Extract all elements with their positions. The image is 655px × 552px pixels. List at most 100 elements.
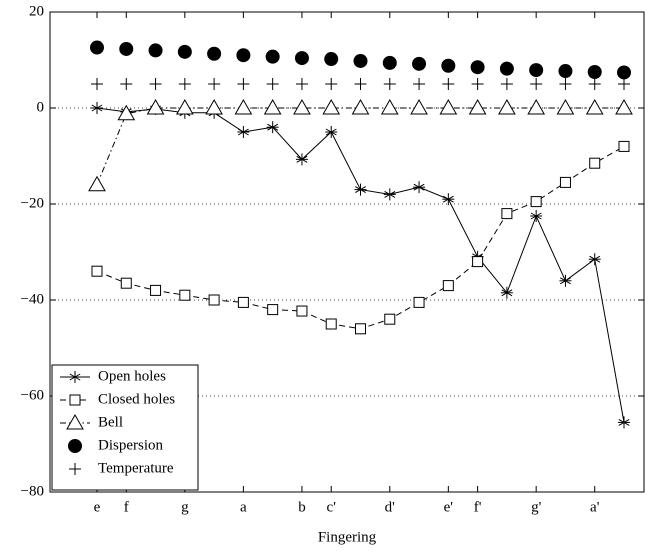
marker-plus xyxy=(618,78,630,90)
marker-triangle xyxy=(293,98,311,115)
y-tick-label: −40 xyxy=(21,291,44,307)
triangle xyxy=(322,98,341,115)
marker-triangle xyxy=(615,98,633,115)
triangle xyxy=(146,98,165,115)
triangle xyxy=(410,98,428,115)
triangle xyxy=(88,175,106,192)
dot xyxy=(441,58,456,73)
square xyxy=(589,157,601,169)
marker-circle xyxy=(236,48,251,63)
x-tick-label: c' xyxy=(327,499,337,515)
marker-square xyxy=(91,265,103,277)
marker-square xyxy=(384,313,396,325)
marker-plus xyxy=(325,78,338,90)
marker-square xyxy=(413,296,425,308)
marker-triangle xyxy=(234,98,253,115)
legend-label: Temperature xyxy=(98,460,174,476)
dot xyxy=(470,60,485,75)
marker-plus xyxy=(354,78,367,90)
plot-frame xyxy=(49,11,645,493)
marker-triangle xyxy=(263,98,282,115)
triangle xyxy=(205,98,223,115)
y-tick-label: −80 xyxy=(21,483,44,499)
square xyxy=(150,284,162,296)
marker-plus xyxy=(69,463,81,475)
x-tick-label: e' xyxy=(444,499,454,515)
triangle xyxy=(439,98,458,115)
marker-square xyxy=(442,280,454,292)
triangle xyxy=(263,98,282,115)
marker-triangle xyxy=(351,98,370,115)
marker-star xyxy=(354,183,367,196)
marker-circle xyxy=(587,65,602,79)
y-tick-label: 20 xyxy=(29,3,44,19)
marker-circle xyxy=(119,41,134,56)
square xyxy=(237,296,249,308)
square xyxy=(91,265,103,277)
marker-circle xyxy=(90,40,104,55)
marker-plus xyxy=(178,78,191,90)
legend-label: Dispersion xyxy=(98,437,163,453)
dot xyxy=(294,51,309,66)
marker-triangle xyxy=(380,98,399,115)
square xyxy=(69,394,81,406)
square xyxy=(618,140,630,152)
marker-triangle xyxy=(146,98,165,115)
legend-label: Bell xyxy=(98,414,123,430)
marker-triangle xyxy=(175,98,194,115)
marker-triangle xyxy=(585,98,604,115)
square xyxy=(267,304,279,316)
square xyxy=(530,196,542,208)
square xyxy=(501,208,513,220)
marker-circle xyxy=(470,60,485,75)
triangle xyxy=(351,98,370,115)
marker-square xyxy=(179,289,191,301)
marker-star xyxy=(237,126,250,138)
x-tick-label: a xyxy=(240,499,247,515)
x-tick-label: e xyxy=(94,499,101,515)
marker-square xyxy=(267,304,279,316)
marker-star xyxy=(295,153,308,166)
marker-triangle xyxy=(66,413,84,430)
dot xyxy=(558,64,573,79)
dot xyxy=(617,65,631,80)
triangle xyxy=(585,98,604,115)
y-tick-label: 0 xyxy=(37,99,45,115)
marker-circle xyxy=(499,61,514,76)
marker-circle xyxy=(177,44,192,59)
dot xyxy=(207,46,222,61)
marker-star xyxy=(500,286,513,299)
marker-plus xyxy=(500,78,513,90)
x-tick-label: b xyxy=(298,499,306,515)
triangle xyxy=(527,98,546,115)
dot xyxy=(119,41,134,56)
marker-plus xyxy=(208,78,221,90)
square xyxy=(120,277,132,289)
triangle xyxy=(234,98,253,115)
marker-circle xyxy=(412,56,427,71)
triangle xyxy=(615,98,633,115)
x-axis-label: Fingering xyxy=(318,529,377,545)
dot xyxy=(499,61,514,76)
dot xyxy=(382,55,397,70)
marker-square xyxy=(237,296,249,308)
marker-star xyxy=(69,371,81,383)
marker-square xyxy=(208,294,220,306)
square xyxy=(208,294,220,306)
x-tick-label: d' xyxy=(385,499,396,515)
series-line xyxy=(96,145,625,330)
dot xyxy=(587,65,602,79)
marker-triangle xyxy=(439,98,458,115)
marker-circle xyxy=(265,49,280,64)
marker-plus xyxy=(149,78,162,90)
triangle xyxy=(175,98,194,115)
square xyxy=(442,280,454,292)
marker-square xyxy=(69,394,81,406)
marker-square xyxy=(472,256,484,268)
marker-circle xyxy=(148,43,163,58)
marker-plus xyxy=(91,78,103,90)
marker-triangle xyxy=(556,98,575,115)
triangle xyxy=(117,104,136,121)
marker-plus xyxy=(295,78,308,90)
